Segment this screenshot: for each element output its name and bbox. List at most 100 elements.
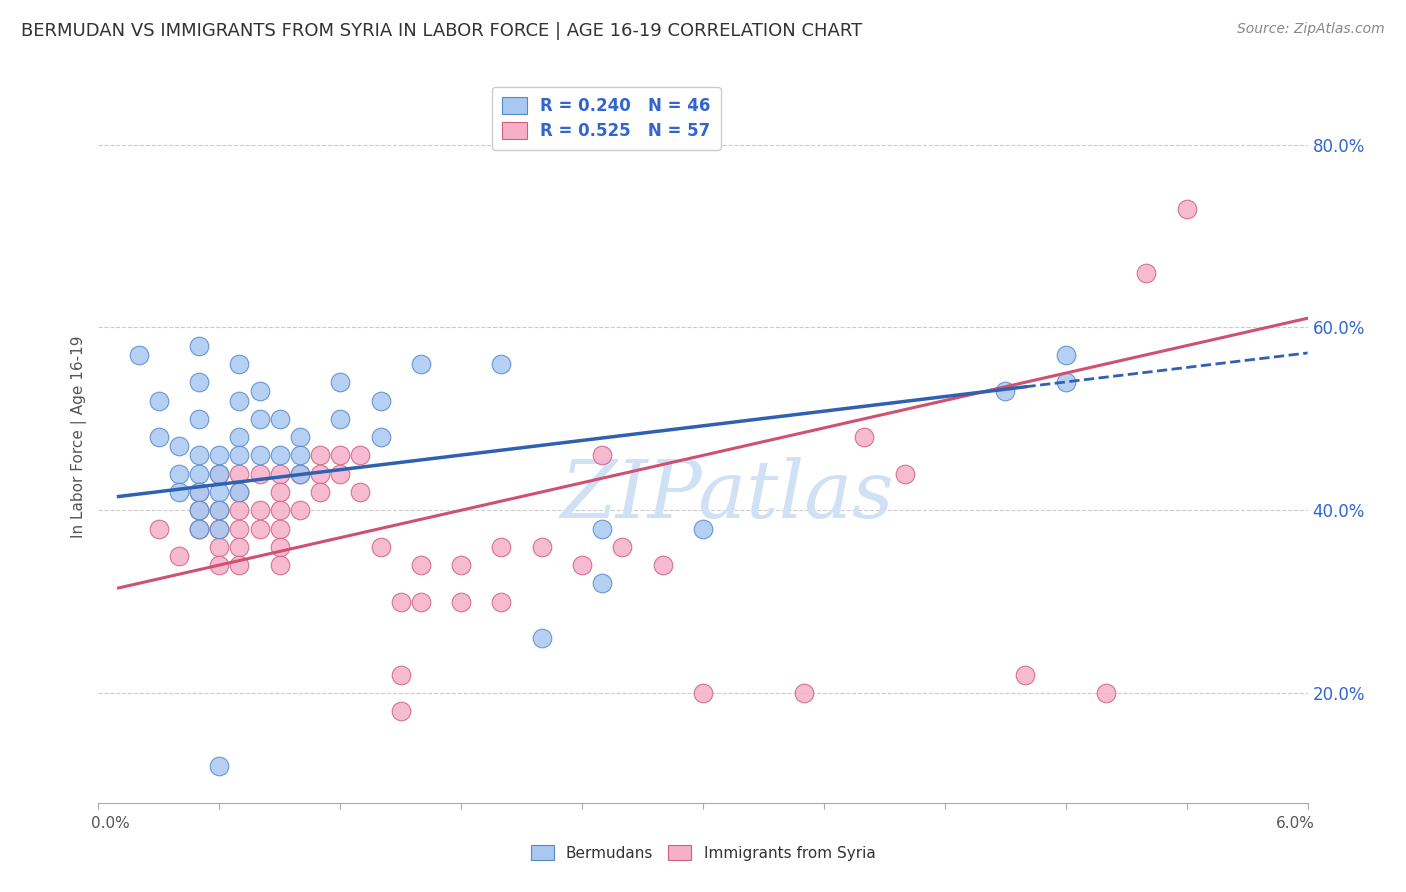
Point	[269, 521, 291, 535]
Point	[591, 521, 613, 535]
Point	[228, 467, 250, 481]
Point	[208, 485, 231, 500]
Point	[208, 558, 231, 573]
Point	[450, 558, 472, 573]
Point	[249, 503, 271, 517]
Point	[571, 558, 593, 573]
Point	[249, 412, 271, 426]
Point	[288, 448, 311, 462]
Point	[249, 467, 271, 481]
Point	[853, 430, 876, 444]
Point	[591, 576, 613, 591]
Point	[148, 521, 170, 535]
Point	[692, 686, 714, 700]
Point	[409, 558, 432, 573]
Point	[1095, 686, 1118, 700]
Point	[249, 384, 271, 399]
Point	[228, 357, 250, 371]
Point	[491, 594, 513, 608]
Point	[228, 485, 250, 500]
Point	[288, 467, 311, 481]
Point	[389, 667, 412, 681]
Text: 0.0%: 0.0%	[91, 816, 131, 831]
Point	[208, 448, 231, 462]
Point	[269, 412, 291, 426]
Point	[228, 503, 250, 517]
Point	[148, 393, 170, 408]
Point	[530, 540, 553, 554]
Point	[309, 467, 332, 481]
Point	[591, 448, 613, 462]
Point	[269, 485, 291, 500]
Point	[208, 467, 231, 481]
Point	[309, 448, 332, 462]
Point	[530, 632, 553, 646]
Point	[450, 594, 472, 608]
Point	[208, 521, 231, 535]
Text: BERMUDAN VS IMMIGRANTS FROM SYRIA IN LABOR FORCE | AGE 16-19 CORRELATION CHART: BERMUDAN VS IMMIGRANTS FROM SYRIA IN LAB…	[21, 22, 862, 40]
Point	[228, 448, 250, 462]
Point	[612, 540, 634, 554]
Point	[288, 430, 311, 444]
Point	[1175, 202, 1198, 216]
Point	[409, 357, 432, 371]
Point	[1135, 266, 1157, 280]
Point	[651, 558, 673, 573]
Point	[329, 375, 352, 389]
Point	[793, 686, 815, 700]
Point	[228, 430, 250, 444]
Point	[167, 467, 190, 481]
Point	[188, 521, 211, 535]
Point	[893, 467, 915, 481]
Point	[188, 521, 211, 535]
Point	[188, 448, 211, 462]
Point	[188, 503, 211, 517]
Point	[288, 467, 311, 481]
Point	[329, 467, 352, 481]
Point	[228, 393, 250, 408]
Point	[269, 540, 291, 554]
Point	[208, 521, 231, 535]
Legend: Bermudans, Immigrants from Syria: Bermudans, Immigrants from Syria	[523, 837, 883, 868]
Point	[370, 393, 392, 408]
Y-axis label: In Labor Force | Age 16-19: In Labor Force | Age 16-19	[72, 335, 87, 539]
Point	[228, 558, 250, 573]
Point	[188, 339, 211, 353]
Point	[409, 594, 432, 608]
Text: 6.0%: 6.0%	[1275, 816, 1315, 831]
Point	[249, 448, 271, 462]
Text: ZIPatlas: ZIPatlas	[561, 457, 894, 534]
Point	[208, 467, 231, 481]
Point	[329, 448, 352, 462]
Point	[349, 448, 371, 462]
Point	[208, 503, 231, 517]
Point	[370, 430, 392, 444]
Point	[249, 521, 271, 535]
Point	[188, 503, 211, 517]
Point	[269, 503, 291, 517]
Point	[370, 540, 392, 554]
Point	[329, 412, 352, 426]
Point	[188, 485, 211, 500]
Point	[228, 521, 250, 535]
Point	[188, 375, 211, 389]
Text: Source: ZipAtlas.com: Source: ZipAtlas.com	[1237, 22, 1385, 37]
Point	[309, 485, 332, 500]
Point	[269, 448, 291, 462]
Point	[1054, 348, 1077, 362]
Point	[1014, 667, 1036, 681]
Point	[269, 558, 291, 573]
Point	[167, 439, 190, 453]
Point	[188, 485, 211, 500]
Point	[994, 384, 1017, 399]
Point	[389, 594, 412, 608]
Point	[188, 412, 211, 426]
Point	[148, 430, 170, 444]
Point	[491, 357, 513, 371]
Point	[692, 521, 714, 535]
Point	[188, 467, 211, 481]
Point	[208, 540, 231, 554]
Point	[208, 503, 231, 517]
Point	[167, 485, 190, 500]
Point	[269, 467, 291, 481]
